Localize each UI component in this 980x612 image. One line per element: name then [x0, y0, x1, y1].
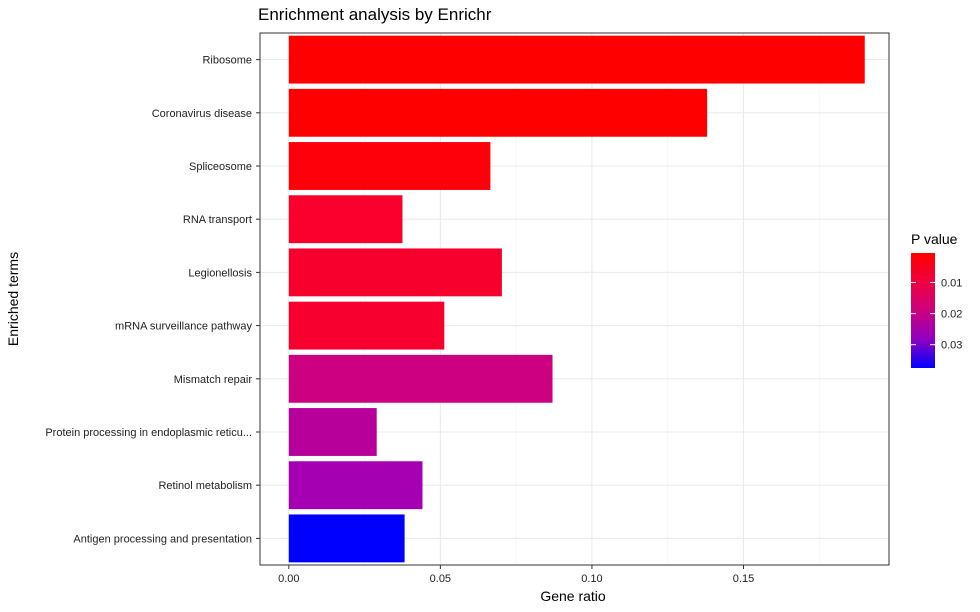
- y-tick-label: Antigen processing and presentation: [73, 533, 252, 545]
- bar-legionellosis: [288, 248, 502, 297]
- y-tick-label: Ribosome: [202, 55, 252, 67]
- legend-tick-label: 0.02: [941, 309, 962, 321]
- bar-protein-processing-in-endoplasmic-reticu: [288, 408, 377, 456]
- bar-rna-transport: [288, 195, 403, 244]
- y-axis: Ribosome Coronavirus disease Spliceosome RN…: [45, 55, 260, 545]
- y-tick-label: mRNA surveillance pathway: [115, 321, 252, 333]
- bar-ribosome: [288, 35, 865, 84]
- y-tick-label: Spliceosome: [189, 161, 252, 173]
- bar-coronavirus-disease: [288, 88, 708, 137]
- y-tick-label: Coronavirus disease: [152, 108, 252, 120]
- plot-panel-border: [259, 32, 890, 566]
- y-tick-label: Protein processing in endoplasmic reticu…: [45, 427, 252, 439]
- y-tick-label: RNA transport: [183, 214, 252, 226]
- legend-tick-label: 0.03: [941, 340, 962, 352]
- bars: [288, 35, 865, 563]
- y-axis-title: Enriched terms: [5, 252, 21, 346]
- y-tick-label: Mismatch repair: [174, 374, 253, 386]
- bar-spliceosome: [288, 142, 491, 190]
- y-tick-label: Retinol metabolism: [158, 480, 252, 492]
- legend-title: P value: [911, 231, 958, 247]
- legend: P value 0.01 0.02 0.03: [911, 231, 962, 368]
- chart-title: Enrichment analysis by Enrichr: [258, 5, 492, 24]
- legend-tick-label: 0.01: [941, 278, 962, 290]
- bar-mrna-surveillance-pathway: [288, 301, 445, 350]
- x-tick-label: 0.00: [278, 573, 299, 585]
- x-tick-label: 0.05: [430, 573, 451, 585]
- bar-mismatch-repair: [288, 354, 553, 403]
- bar-antigen-processing-and-presentation: [288, 514, 405, 563]
- legend-colorbar: [911, 253, 935, 368]
- x-tick-label: 0.15: [733, 573, 754, 585]
- y-tick-label: Legionellosis: [188, 267, 252, 279]
- bar-retinol-metabolism: [288, 461, 423, 510]
- x-tick-label: 0.10: [581, 573, 602, 585]
- x-axis: 0.00 0.05 0.10 0.15: [278, 565, 754, 585]
- x-axis-title: Gene ratio: [540, 588, 606, 604]
